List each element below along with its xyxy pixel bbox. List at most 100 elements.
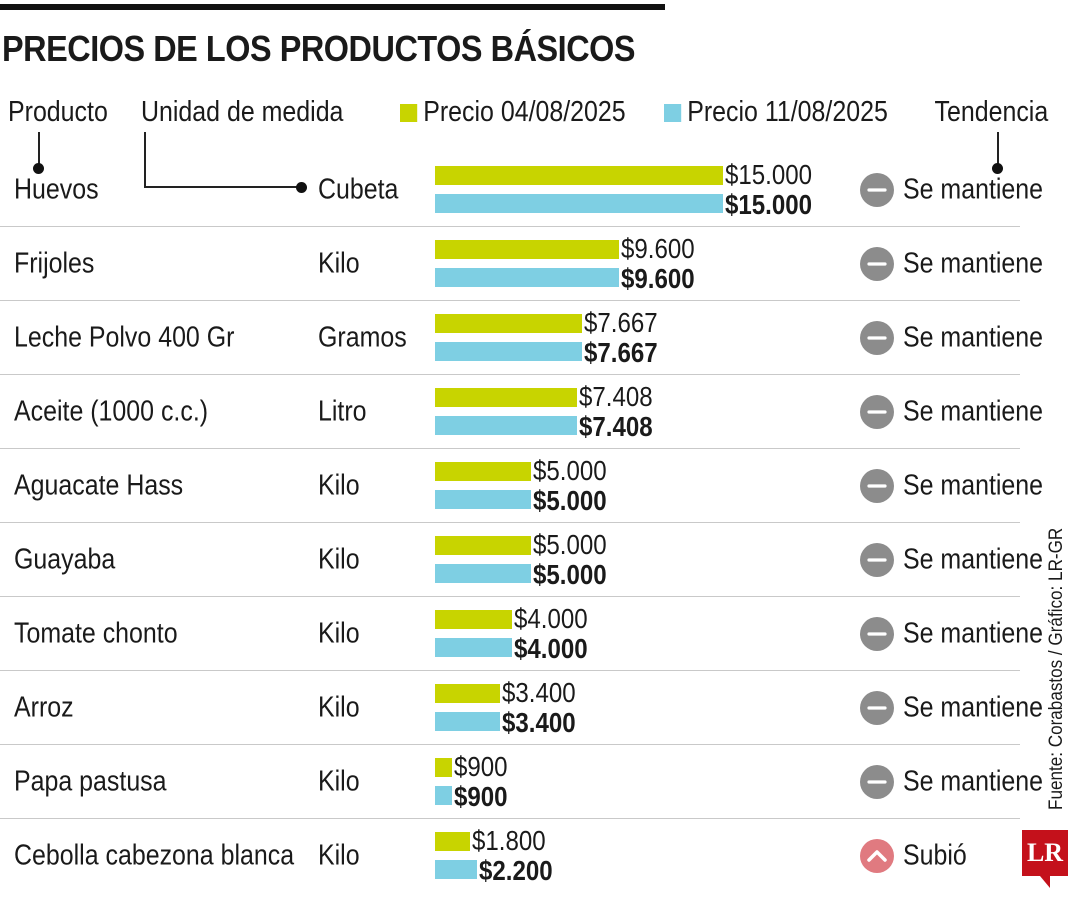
bar-series-1 — [435, 166, 723, 185]
minus-circle-icon — [860, 173, 894, 207]
legend-swatch-2 — [664, 104, 682, 122]
bar-series-2 — [435, 416, 577, 435]
unit-leader-dot — [296, 182, 307, 193]
bar-series-1 — [435, 832, 470, 851]
minus-circle-icon — [860, 543, 894, 577]
trend-label: Se mantiene — [903, 691, 1044, 724]
value-label-series-2: $7.408 — [579, 411, 653, 442]
unit-label: Kilo — [318, 469, 360, 502]
value-label-series-2: $5.000 — [533, 485, 607, 516]
legend-label-2: Precio 11/08/2025 — [687, 96, 888, 128]
bar-series-2 — [435, 268, 619, 287]
row-divider — [0, 522, 1020, 523]
value-label-series-1: $15.000 — [725, 159, 813, 190]
unit-label: Kilo — [318, 765, 360, 798]
bar-series-2 — [435, 342, 582, 361]
bar-series-1 — [435, 462, 531, 481]
trend-label: Subió — [903, 839, 967, 872]
product-name: Arroz — [14, 691, 74, 724]
row-divider — [0, 596, 1020, 597]
row-divider — [0, 818, 1020, 819]
value-label-series-2: $7.667 — [584, 337, 658, 368]
minus-circle-icon — [860, 247, 894, 281]
bar-series-1 — [435, 388, 577, 407]
value-label-series-1: $3.400 — [502, 677, 576, 708]
bar-series-1 — [435, 536, 531, 555]
trend-label: Se mantiene — [903, 617, 1044, 650]
header-unit: Unidad de medida — [141, 96, 344, 128]
lr-logo-tail — [1040, 876, 1050, 888]
value-label-series-1: $1.800 — [472, 825, 546, 856]
product-name: Aceite (1000 c.c.) — [14, 395, 209, 428]
row-divider — [0, 448, 1020, 449]
minus-circle-icon — [860, 765, 894, 799]
table-row: Aguacate Hass Kilo $5.000 $5.000 Se mantiene — [0, 449, 1043, 523]
lr-logo: LR — [1022, 830, 1068, 876]
table-row: Leche Polvo 400 Gr Gramos $7.667 $7.667 Se m… — [0, 301, 1043, 375]
bar-series-1 — [435, 758, 452, 777]
value-label-series-2: $5.000 — [533, 559, 607, 590]
unit-leader-line-h — [144, 186, 302, 188]
product-name: Papa pastusa — [14, 765, 167, 798]
unit-label: Kilo — [318, 691, 360, 724]
table-row: Frijoles Kilo $9.600 $9.600 Se mantiene — [0, 227, 1043, 301]
minus-circle-icon — [860, 321, 894, 355]
trend-leader-line — [997, 132, 999, 168]
unit-label: Litro — [318, 395, 367, 428]
row-divider — [0, 374, 1020, 375]
unit-label: Gramos — [318, 321, 407, 354]
product-leader-line — [38, 132, 40, 168]
product-name: Frijoles — [14, 247, 95, 280]
value-label-series-1: $4.000 — [514, 603, 588, 634]
product-name: Cebolla cabezona blanca — [14, 839, 295, 872]
bar-series-2 — [435, 638, 512, 657]
chart-title: PRECIOS DE LOS PRODUCTOS BÁSICOS — [2, 28, 636, 69]
product-leader-dot — [33, 163, 44, 174]
table-row: Aceite (1000 c.c.) Litro $7.408 $7.408 Se ma… — [0, 375, 1043, 449]
value-label-series-1: $900 — [454, 751, 508, 782]
table-row: Tomate chonto Kilo $4.000 $4.000 Se mantiene — [0, 597, 1043, 671]
table-row: Arroz Kilo $3.400 $3.400 Se mantiene — [0, 671, 1043, 745]
bar-series-2 — [435, 194, 723, 213]
bar-series-2 — [435, 564, 531, 583]
value-label-series-2: $15.000 — [725, 189, 813, 220]
row-divider — [0, 300, 1020, 301]
bar-series-1 — [435, 314, 582, 333]
product-name: Tomate chonto — [14, 617, 178, 650]
row-divider — [0, 226, 1020, 227]
value-label-series-2: $3.400 — [502, 707, 576, 738]
unit-leader-line-v — [144, 132, 146, 188]
trend-label: Se mantiene — [903, 321, 1044, 354]
trend-label: Se mantiene — [903, 395, 1044, 428]
table-row: Huevos Cubeta $15.000 $15.000 Se mantiene — [0, 153, 1043, 227]
value-label-series-2: $900 — [454, 781, 508, 812]
top-rule — [0, 4, 665, 10]
header-product: Producto — [8, 96, 108, 128]
unit-label: Cubeta — [318, 173, 399, 206]
minus-circle-icon — [860, 617, 894, 651]
value-label-series-1: $5.000 — [533, 529, 607, 560]
product-name: Leche Polvo 400 Gr — [14, 321, 235, 354]
trend-label: Se mantiene — [903, 765, 1044, 798]
table-row: Guayaba Kilo $5.000 $5.000 Se mantiene — [0, 523, 1043, 597]
value-label-series-1: $7.408 — [579, 381, 653, 412]
product-name: Huevos — [14, 173, 99, 206]
bar-series-1 — [435, 610, 512, 629]
trend-label: Se mantiene — [903, 469, 1044, 502]
value-label-series-1: $7.667 — [584, 307, 658, 338]
unit-label: Kilo — [318, 543, 360, 576]
minus-circle-icon — [860, 469, 894, 503]
bar-series-2 — [435, 712, 500, 731]
bar-series-1 — [435, 684, 500, 703]
bar-series-2 — [435, 786, 452, 805]
legend-label-1: Precio 04/08/2025 — [423, 96, 626, 128]
value-label-series-1: $5.000 — [533, 455, 607, 486]
bar-series-2 — [435, 860, 477, 879]
legend-swatch-1 — [400, 104, 418, 122]
table-row: Papa pastusa Kilo $900 $900 Se mantiene — [0, 745, 1043, 819]
chevron-up-circle-icon — [860, 839, 894, 873]
value-label-series-2: $2.200 — [479, 855, 553, 886]
table-row: Cebolla cabezona blanca Kilo $1.800 $2.200 S… — [0, 819, 1020, 893]
trend-label: Se mantiene — [903, 543, 1044, 576]
header-trend: Tendencia — [934, 96, 1048, 128]
